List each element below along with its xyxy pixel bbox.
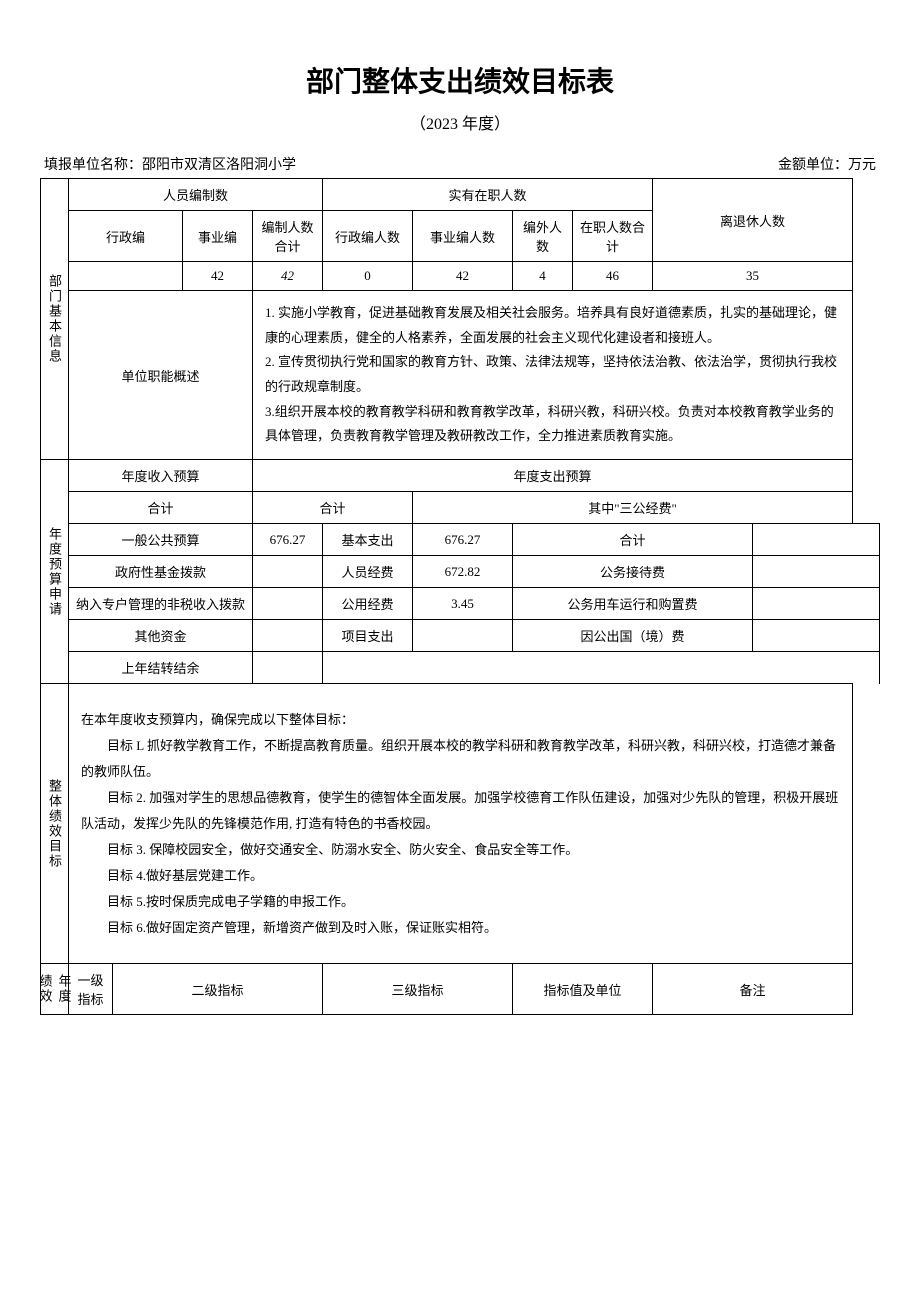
remark-header: 备注 [653, 964, 853, 1015]
document-subtitle: （2023 年度） [40, 110, 880, 134]
expense-item-2: 人员经费 [323, 556, 413, 588]
income-item-1: 一般公共预算 [69, 524, 253, 556]
expense-val-3: 3.45 [413, 588, 513, 620]
extra-actual-value: 4 [513, 262, 573, 291]
income-budget-header: 年度收入预算 [69, 460, 253, 492]
level1-header: 一级指标 [69, 964, 113, 1015]
section-annual-perf-label: 年度绩效 [41, 964, 69, 1015]
level3-header: 三级指标 [323, 964, 513, 1015]
sangong-val-2 [753, 556, 880, 588]
income-item-5: 上年结转结余 [69, 652, 253, 684]
income-item-3: 纳入专户管理的非税收入拨款 [69, 588, 253, 620]
org-name: 填报单位名称：邵阳市双清区洛阳洞小学 [44, 154, 296, 174]
expense-item-3: 公用经费 [323, 588, 413, 620]
admin-actual-value: 0 [323, 262, 413, 291]
retired-value: 35 [653, 262, 853, 291]
sangong-item-2: 公务接待费 [513, 556, 753, 588]
income-total-label: 合计 [69, 492, 253, 524]
sangong-item-4: 因公出国（境）费 [513, 620, 753, 652]
duty-label: 单位职能概述 [69, 291, 253, 460]
actual-total-header: 在职人数合计 [573, 211, 653, 262]
expense-item-1: 基本支出 [323, 524, 413, 556]
section-goals-label: 整体绩效目标 [41, 684, 69, 964]
duty-text: 1. 实施小学教育，促进基础教育发展及相关社会服务。培养具有良好道德素质，扎实的… [253, 291, 853, 460]
performance-table: 部门基本信息 人员编制数 实有在职人数 离退休人数 行政编 事业编 编制人数合计… [40, 178, 880, 1015]
income-val-1: 676.27 [253, 524, 323, 556]
section-budget-label: 年度预算申请 [41, 460, 69, 684]
sangong-header: 其中"三公经费" [413, 492, 853, 524]
income-val-2 [253, 556, 323, 588]
document-title: 部门整体支出绩效目标表 [40, 60, 880, 100]
budget-total-value: 42 [253, 262, 323, 291]
level2-header: 二级指标 [113, 964, 323, 1015]
expense-item-4: 项目支出 [323, 620, 413, 652]
sangong-val-4 [753, 620, 880, 652]
expense-budget-header: 年度支出预算 [253, 460, 853, 492]
income-item-2: 政府性基金拨款 [69, 556, 253, 588]
goals-content: 在本年度收支预算内，确保完成以下整体目标：目标 L 抓好教学教育工作，不断提高教… [69, 684, 853, 964]
expense-val-1: 676.27 [413, 524, 513, 556]
sangong-item-3: 公务用车运行和购置费 [513, 588, 753, 620]
sangong-val-1 [753, 524, 880, 556]
career-budget-value: 42 [183, 262, 253, 291]
currency-unit: 金额单位：万元 [778, 154, 876, 174]
actual-total-value: 46 [573, 262, 653, 291]
section-basic-info-label: 部门基本信息 [41, 179, 69, 460]
retired-header: 离退休人数 [653, 179, 853, 262]
income-val-3 [253, 588, 323, 620]
admin-budget-value [69, 262, 183, 291]
income-val-4 [253, 620, 323, 652]
indicator-value-header: 指标值及单位 [513, 964, 653, 1015]
expense-total-label: 合计 [253, 492, 413, 524]
extra-actual-header: 编外人数 [513, 211, 573, 262]
admin-budget-header: 行政编 [69, 211, 183, 262]
income-item-4: 其他资金 [69, 620, 253, 652]
sangong-val-3 [753, 588, 880, 620]
staff-actual-header: 实有在职人数 [323, 179, 653, 211]
staff-budget-header: 人员编制数 [69, 179, 323, 211]
sangong-item-1: 合计 [513, 524, 753, 556]
budget-total-header: 编制人数合计 [253, 211, 323, 262]
admin-actual-header: 行政编人数 [323, 211, 413, 262]
income-val-5 [253, 652, 323, 684]
career-actual-header: 事业编人数 [413, 211, 513, 262]
career-budget-header: 事业编 [183, 211, 253, 262]
expense-val-2: 672.82 [413, 556, 513, 588]
career-actual-value: 42 [413, 262, 513, 291]
expense-val-4 [413, 620, 513, 652]
